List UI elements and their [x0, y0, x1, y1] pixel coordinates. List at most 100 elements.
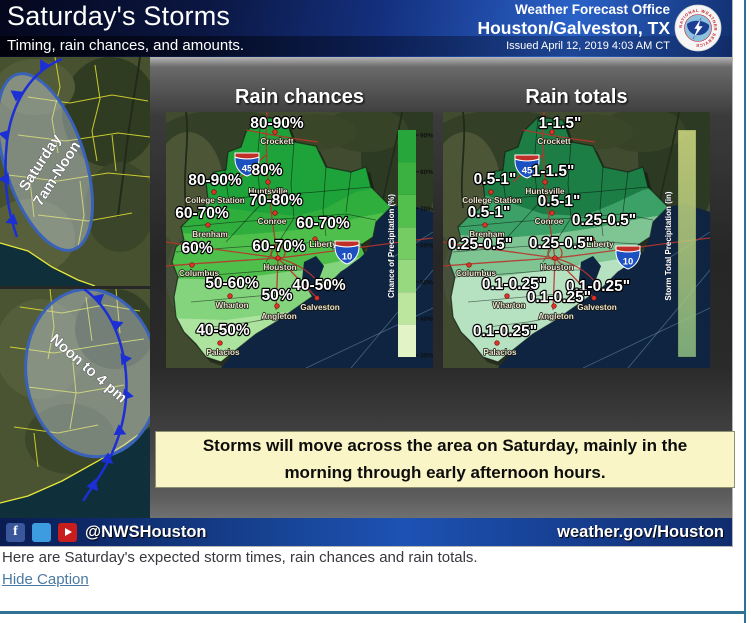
rain-chance-labels: 80-90% 80% 80-90% 70-80% 60-70% 60-70% 60% 60-7… — [174, 114, 351, 340]
city-label: Palacios — [206, 348, 240, 357]
city-label: Crockett — [537, 137, 570, 146]
city-label: College Station — [462, 196, 522, 205]
rain-label: 0.25-0.5" — [529, 235, 593, 252]
city-label: Conroe — [258, 217, 287, 226]
rain-label: 0.1-0.25" — [482, 276, 546, 293]
city-label: Houston — [263, 263, 296, 272]
youtube-icon — [58, 522, 77, 542]
city-label: Angleton — [261, 312, 296, 321]
city-label: Liberty — [586, 240, 614, 249]
rain-label: 60-70% — [175, 205, 229, 222]
city-label: Wharton — [492, 301, 525, 310]
rain-label: 0.5-1" — [474, 171, 517, 188]
city-dot — [272, 129, 278, 135]
city-dot — [227, 293, 233, 299]
chance-colorbar: 90% 80% 70% 60% 50% 40% 30% — [398, 130, 433, 360]
rain-totals-panel: Rain totals Crockett Huntsville College St… — [443, 86, 710, 368]
facebook-icon: f — [6, 522, 25, 542]
colorbar-tick: 50% — [420, 279, 433, 286]
city-label: Brenham — [192, 230, 228, 239]
footer-bar: f @NWSHouston weather.gov/Houston — [0, 518, 732, 546]
summary-banner: Storms will move across the area on Satu… — [155, 431, 735, 488]
highways — [166, 112, 433, 311]
city-label: College Station — [185, 196, 245, 205]
issued-timestamp: Issued April 12, 2019 4:03 AM CT — [506, 39, 670, 52]
city-dot — [217, 340, 223, 346]
city-dot — [494, 340, 500, 346]
city-label: Palacios — [483, 348, 517, 357]
rain-label: 80-90% — [188, 172, 242, 189]
city-dot — [551, 303, 557, 309]
city-dot — [552, 255, 558, 261]
caption-text: Here are Saturday's expected storm times… — [2, 549, 478, 566]
social-icons: f — [6, 522, 77, 542]
city-dot — [549, 210, 555, 216]
rain-label: 0.1-0.25" — [527, 289, 591, 306]
rain-label: 1-1.5" — [539, 115, 582, 132]
rain-label: 80% — [251, 162, 282, 179]
city-dot — [274, 303, 280, 309]
storm-area-oval — [24, 289, 150, 459]
interstate-45-shield: 45 — [234, 152, 260, 177]
colorbar-tick: 80% — [420, 169, 433, 176]
colorbar-tick: 70% — [420, 206, 433, 213]
rain-label: 40-50% — [196, 322, 250, 339]
city-dot — [488, 189, 494, 195]
rain-label: 40-50% — [292, 277, 346, 294]
city-label: Huntsville — [525, 187, 565, 196]
colorbar-label: Storm Total Precipitation (in) — [664, 191, 673, 301]
rain-label: 0.1-0.25" — [566, 278, 630, 295]
office-line1: Weather Forecast Office — [514, 2, 670, 17]
colorbar-label: Chance of Precipitation (%) — [387, 194, 396, 298]
page-bottom-border — [0, 611, 746, 614]
social-handle: @NWSHouston — [85, 522, 207, 541]
rain-chances-panel: Rain chances Crockett Huntsville College S… — [166, 86, 433, 368]
city-dot — [189, 262, 195, 268]
page-right-border — [744, 0, 746, 623]
rain-label: 60-70% — [296, 215, 350, 232]
rain-totals-title: Rain totals — [525, 86, 628, 108]
rain-chances-title: Rain chances — [235, 86, 364, 108]
rain-label: 50-60% — [205, 275, 259, 292]
county-lines — [7, 57, 150, 248]
graphic-header: Saturday's Storms Timing, rain chances, … — [0, 0, 732, 57]
office-block: Weather Forecast Office Houston/Galvesto… — [477, 2, 670, 52]
city-label: Huntsville — [248, 187, 288, 196]
city-dot — [205, 222, 211, 228]
logo-lightning-icon — [692, 17, 704, 40]
city-dot — [272, 210, 278, 216]
hide-caption-link[interactable]: Hide Caption — [2, 571, 89, 588]
city-label: Columbus — [456, 269, 496, 278]
rain-label: 70-80% — [249, 192, 303, 209]
rain-total-labels: 1-1.5" 1-1.5" 0.5-1" 0.5-1" 0.5-1" 0.25-0.5" 0… — [447, 114, 638, 341]
interstate-10-shield: 10 — [615, 245, 641, 270]
colorbar-tick: 40% — [420, 316, 433, 323]
rain-label: 80-90% — [250, 115, 304, 132]
svg-text:10: 10 — [342, 252, 353, 263]
city-dot — [504, 293, 510, 299]
coastal-water — [0, 427, 150, 518]
rain-label: 60-70% — [252, 238, 306, 255]
city-dot — [211, 189, 217, 195]
colorbar-tick: 90% — [420, 133, 433, 140]
city-dot — [482, 222, 488, 228]
nws-logo-icon: NATIONAL WEATHER SERVICE — [674, 4, 722, 52]
city-label: Brenham — [469, 230, 505, 239]
county-lines — [9, 289, 145, 468]
interstate-shields: 45 10 — [514, 154, 641, 270]
svg-text:45: 45 — [242, 164, 253, 175]
subtitle: Timing, rain chances, and amounts. — [0, 36, 732, 56]
city-label: Conroe — [535, 217, 564, 226]
twitter-icon — [32, 522, 51, 542]
rain-label: 50% — [261, 287, 292, 304]
city-dot — [589, 236, 595, 242]
interstate-45-shield: 45 — [514, 154, 540, 179]
city-label: Liberty — [309, 240, 337, 249]
rain-label: 0.5-1" — [538, 193, 581, 210]
city-dot — [466, 262, 472, 268]
